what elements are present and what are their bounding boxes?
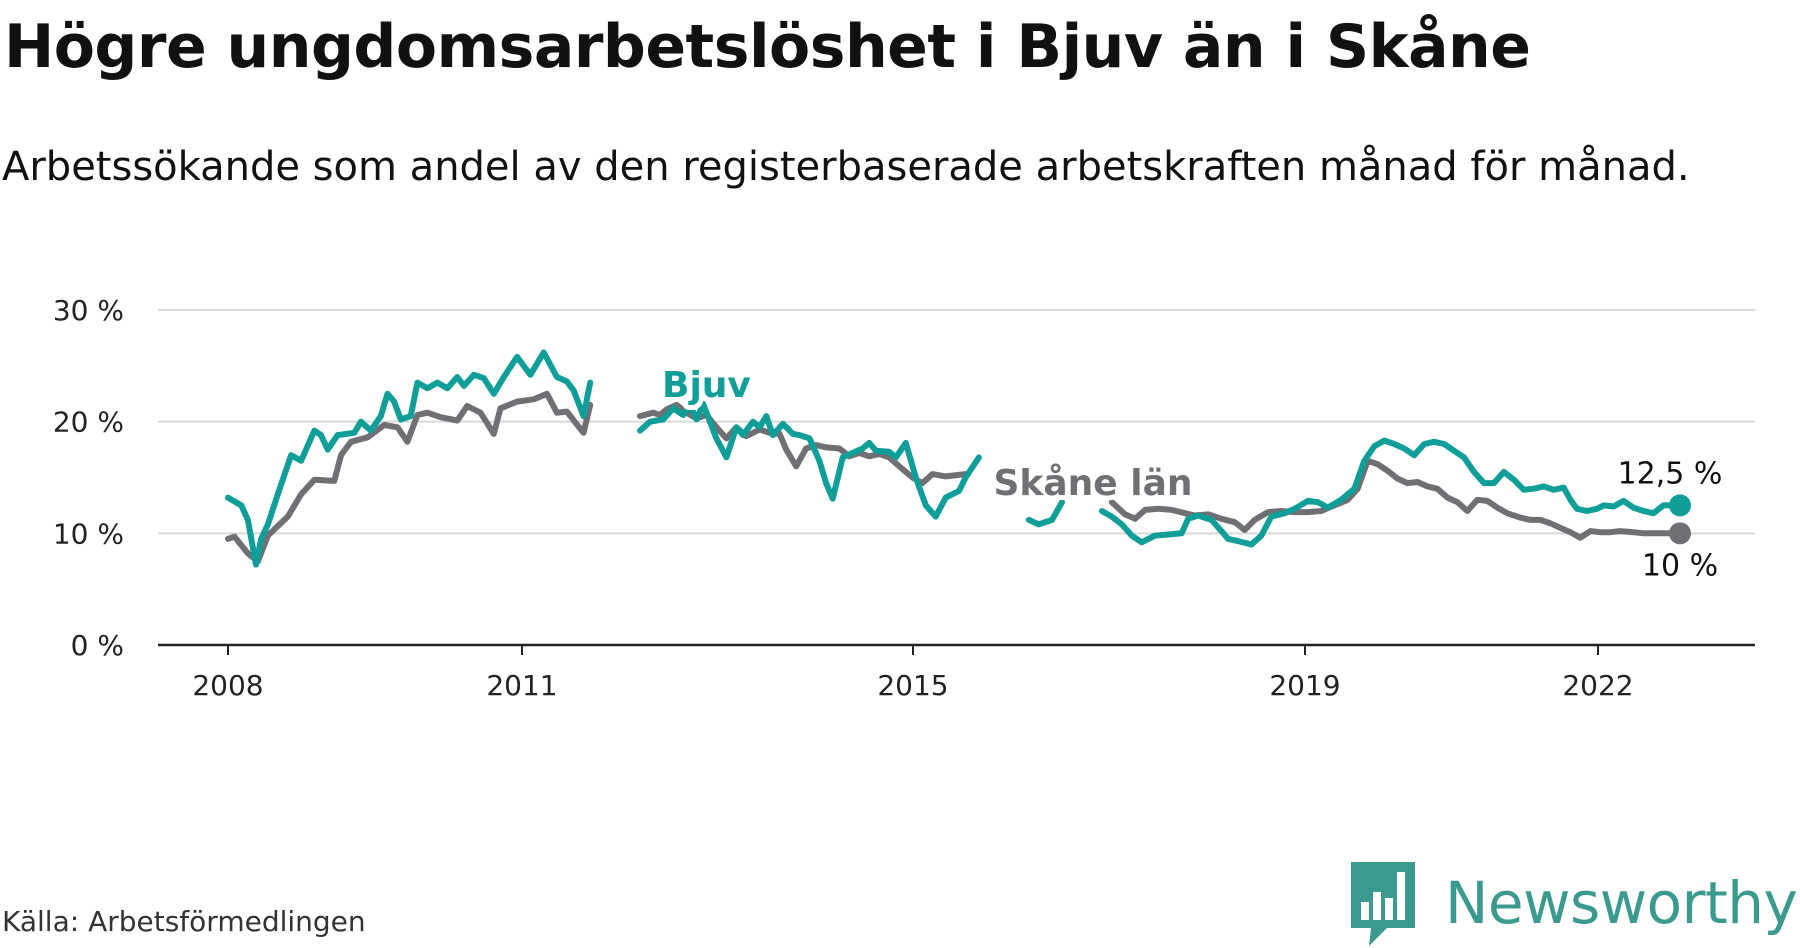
x-tick-2011: 2011 [486, 645, 558, 700]
y-tick-label: 20 % [53, 406, 124, 439]
x-tick-2022: 2022 [1562, 645, 1634, 700]
end-point-skane [1669, 522, 1691, 545]
inline-label-halo: Bjuv [662, 365, 751, 406]
series-line-bjuv-6 [1098, 437, 1683, 548]
series-line-bjuv-5 [1025, 499, 1065, 528]
series-line-skane-2 [1108, 457, 1683, 541]
axes: 0 % 10 % 20 % 30 % 2008 2011 2015 2019 2022 [53, 294, 1755, 700]
y-tick-0: 0 % [71, 629, 124, 662]
series-lines [225, 349, 1683, 568]
x-tick-2008: 2008 [192, 645, 264, 700]
y-tick-label: 30 % [53, 294, 124, 327]
end-label-bjuv: 12,5 % [1618, 456, 1723, 491]
chart-bars-logo-icon [1351, 862, 1415, 946]
y-tick-10: 10 % [53, 517, 124, 550]
x-tick-2019: 2019 [1269, 645, 1341, 700]
series-line-skane-0 [225, 390, 594, 565]
source-note: Källa: Arbetsförmedlingen [2, 905, 366, 938]
x-tick-label: 2008 [192, 669, 263, 700]
brand-logo: Newsworthy [1347, 858, 1798, 948]
series-line-skane-1 [637, 401, 969, 487]
chart-title: Högre ungdomsarbetslöshet i Bjuv än i Sk… [4, 12, 1531, 82]
end-label-skane: 10 % [1642, 548, 1718, 583]
x-tick-2015: 2015 [877, 645, 949, 700]
y-tick-label: 0 % [71, 629, 124, 662]
x-tick-label: 2022 [1562, 669, 1633, 700]
x-tick-label: 2011 [486, 669, 557, 700]
end-point-bjuv [1669, 494, 1691, 517]
grid-lines [158, 309, 1755, 535]
inline-label-skane: Skåne län [993, 463, 1192, 504]
inline-label-halo: Skåne län [993, 463, 1192, 504]
chart-subtitle: Arbetssökande som andel av den registerb… [2, 144, 1690, 190]
brand-name: Newsworthy [1445, 869, 1798, 937]
x-tick-label: 2019 [1269, 669, 1340, 700]
x-tick-label: 2015 [877, 669, 948, 700]
series-line-bjuv-4 [637, 400, 982, 520]
inline-label-bjuv: Bjuv [662, 365, 751, 406]
series-line-bjuv-3 [225, 349, 594, 568]
y-tick-30: 30 % [53, 294, 124, 327]
y-tick-20: 20 % [53, 406, 124, 439]
y-tick-label: 10 % [53, 517, 124, 550]
line-chart: 0 % 10 % 20 % 30 % 2008 2011 2015 2019 2022 12,5… [53, 294, 1755, 700]
